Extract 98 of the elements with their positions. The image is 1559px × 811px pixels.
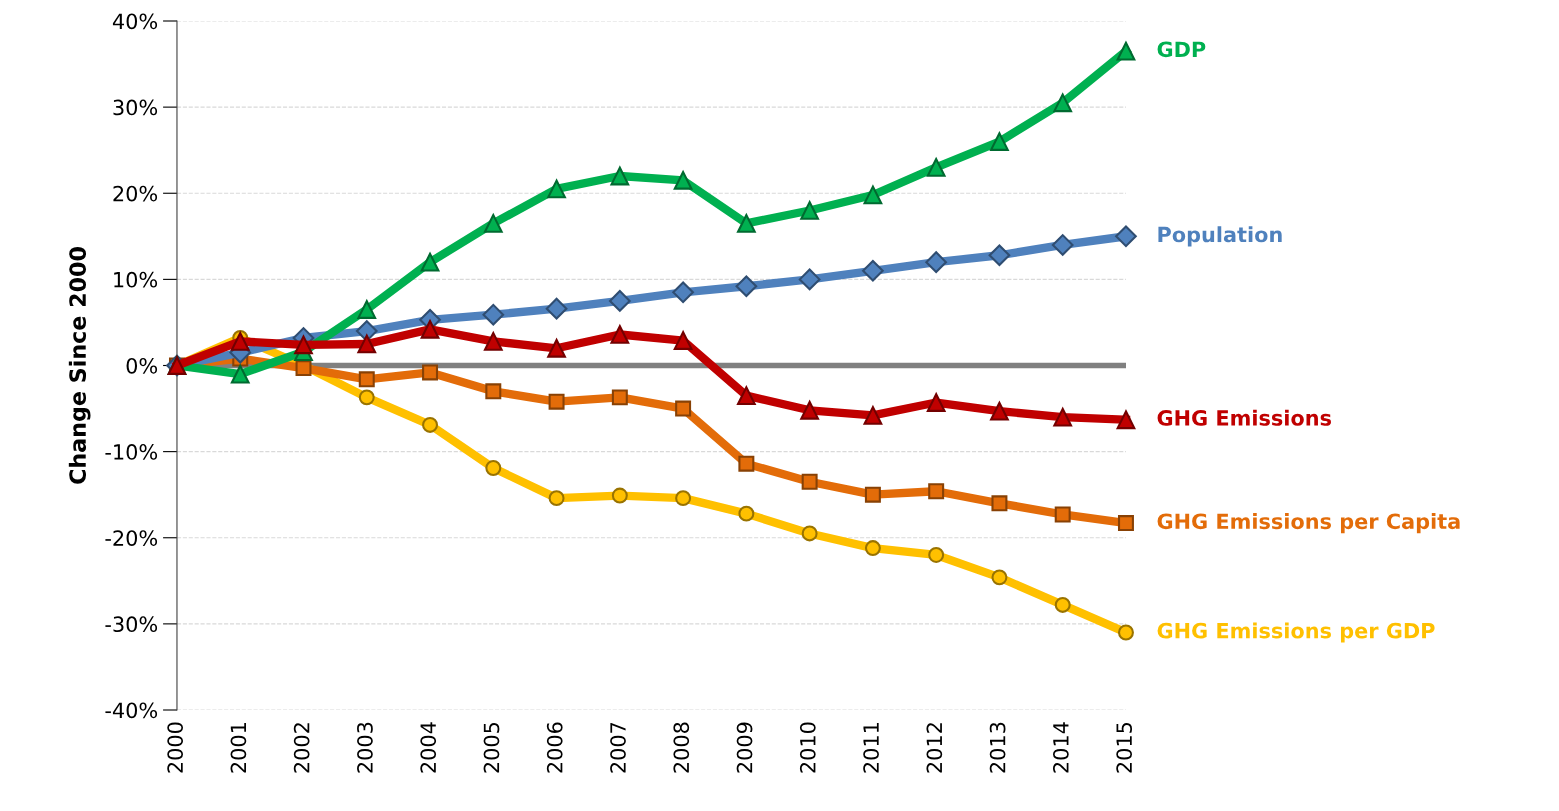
point	[863, 406, 883, 425]
x-tick-label: 2001	[230, 723, 247, 773]
point	[1117, 624, 1134, 641]
series-label: GHG Emissions	[1157, 409, 1331, 426]
point	[675, 400, 692, 417]
point	[863, 185, 883, 205]
y-tick-label: -10%	[105, 444, 158, 460]
point	[1053, 93, 1073, 113]
point	[926, 393, 946, 412]
point	[1116, 410, 1136, 430]
point	[673, 170, 693, 190]
series-label: Population	[1158, 226, 1282, 247]
point	[991, 569, 1008, 586]
point	[672, 281, 694, 304]
point	[738, 505, 755, 522]
series-label: GDP	[1157, 41, 1206, 58]
x-tick-label: 2006	[546, 722, 563, 773]
point	[611, 487, 628, 504]
point	[800, 400, 820, 420]
x-tick-label: 2008	[673, 722, 690, 773]
point	[1053, 407, 1073, 427]
point	[926, 158, 946, 177]
point	[483, 214, 503, 233]
point	[801, 473, 818, 490]
point	[1054, 596, 1071, 613]
x-tick-label: 2014	[1052, 722, 1069, 773]
point	[483, 332, 503, 351]
point	[610, 325, 630, 344]
x-tick-label: 2011	[863, 723, 879, 773]
point	[798, 268, 821, 291]
point	[738, 455, 755, 472]
point	[482, 303, 505, 326]
point	[800, 201, 820, 220]
series-label: GHG Emissions per Capita	[1157, 513, 1460, 534]
x-tick-label: 2013	[989, 722, 1006, 773]
y-tick-label: -40%	[105, 702, 158, 719]
point	[928, 546, 945, 563]
x-tick-label: 2002	[293, 723, 310, 773]
point	[1115, 225, 1137, 248]
point	[991, 495, 1008, 512]
y-tick-label: 20%	[113, 185, 158, 202]
point	[420, 319, 440, 339]
y-tick-label: -30%	[105, 616, 158, 633]
point	[230, 364, 250, 384]
series-label: GHG Emissions per GDP	[1157, 622, 1435, 643]
point	[1117, 515, 1134, 532]
point	[990, 401, 1009, 421]
point	[608, 290, 631, 312]
point	[610, 166, 630, 186]
x-tick-label: 2005	[483, 722, 500, 773]
point	[547, 179, 566, 199]
x-tick-label: 2000	[167, 722, 184, 773]
point	[485, 460, 502, 476]
x-tick-label: 2012	[926, 723, 943, 773]
y-tick-label: 30%	[113, 99, 158, 116]
point	[735, 275, 758, 298]
point	[422, 364, 439, 381]
point	[673, 331, 693, 350]
point	[928, 483, 945, 500]
point	[422, 416, 439, 433]
point	[357, 334, 377, 354]
point	[485, 383, 502, 400]
y-axis-title: Change Since 2000	[68, 247, 91, 484]
point	[611, 389, 628, 406]
x-tick-label: 2007	[610, 722, 626, 773]
y-tick-label: 40%	[112, 13, 158, 30]
x-tick-label: 2003	[357, 722, 373, 773]
point	[1054, 506, 1071, 523]
point	[230, 332, 250, 351]
point	[548, 393, 565, 410]
point	[547, 338, 566, 358]
point	[358, 371, 375, 388]
point	[862, 259, 884, 282]
point	[864, 540, 881, 557]
point	[294, 335, 313, 355]
point	[358, 389, 375, 406]
point	[1116, 41, 1136, 61]
point	[990, 132, 1009, 151]
x-tick-label: 2009	[736, 722, 753, 773]
point	[925, 251, 948, 274]
point	[675, 490, 692, 507]
x-tick-label: 2004	[420, 722, 437, 773]
point	[801, 525, 818, 542]
x-tick-label: 2015	[1116, 722, 1133, 773]
point	[1051, 234, 1074, 256]
x-tick-label: 2010	[799, 722, 816, 773]
point	[864, 486, 881, 503]
point	[420, 252, 440, 272]
y-tick-label: 10%	[114, 271, 158, 288]
y-tick-label: -20%	[105, 530, 158, 546]
y-tick-label: 0%	[126, 357, 158, 374]
point	[357, 300, 377, 319]
point	[545, 297, 568, 320]
point	[548, 490, 565, 507]
point	[737, 386, 756, 406]
point	[355, 320, 378, 342]
point	[737, 214, 756, 233]
point	[988, 244, 1011, 267]
